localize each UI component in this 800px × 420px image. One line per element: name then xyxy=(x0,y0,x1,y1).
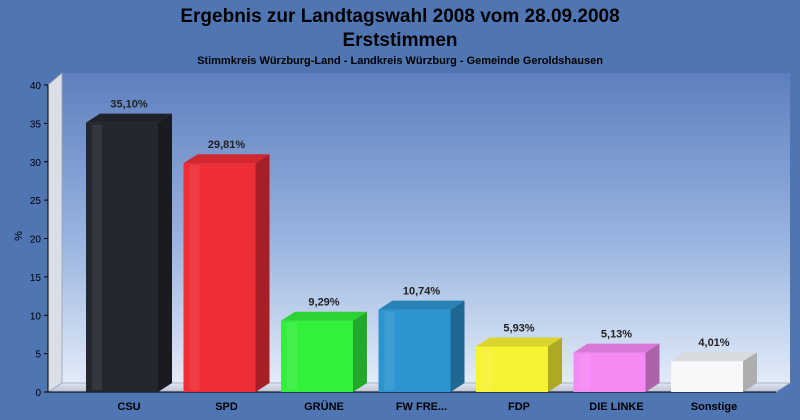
bar-side xyxy=(645,343,660,392)
y-tick-label: 5 xyxy=(35,350,41,361)
value-label: 35,10% xyxy=(110,99,148,111)
value-label: 10,74% xyxy=(403,286,441,298)
y-tick-label: 10 xyxy=(30,311,42,322)
bar-highlight xyxy=(677,363,687,390)
bar-highlight xyxy=(92,124,102,391)
bar-top xyxy=(183,154,270,164)
plot-left-wall xyxy=(47,72,63,393)
category-label: SPD xyxy=(215,401,238,413)
category-label: Sonstige xyxy=(691,401,737,413)
bar-highlight xyxy=(482,348,492,390)
category-label: FW FRE... xyxy=(396,401,447,413)
chart-subtitle: Stimmkreis Würzburg-Land - Landkreis Wür… xyxy=(197,55,603,67)
bar-side xyxy=(548,337,562,392)
y-tick-label: 35 xyxy=(30,119,42,130)
bar-side xyxy=(450,300,465,392)
bar-highlight xyxy=(579,354,590,390)
category-labels: CSU SPD GRÜNE FW FRE... FDP DIE LINKE Sonstige xyxy=(117,400,737,413)
bar-highlight xyxy=(189,165,200,390)
y-tick-label: 20 xyxy=(30,235,42,246)
value-label: 5,13% xyxy=(601,329,632,341)
chart-title-2: Erststimmen xyxy=(342,30,457,51)
value-label: 4,01% xyxy=(698,337,729,349)
bar-front xyxy=(671,361,743,392)
bar-side xyxy=(255,154,270,392)
bar-top xyxy=(573,343,660,353)
y-axis-label: % xyxy=(13,231,25,241)
chart-title: Ergebnis zur Landtagswahl 2008 vom 28.09… xyxy=(180,6,619,27)
y-tick-label: 15 xyxy=(30,273,42,284)
category-label: CSU xyxy=(117,401,140,413)
bars: 35,10% 29,81% 9,29% 10,74% 5,93% 5,13% 4,01% xyxy=(86,99,757,393)
y-axis-ticks: 0 5 10 15 20 25 30 35 40 xyxy=(30,81,48,399)
bar-side xyxy=(743,352,757,392)
bar-top xyxy=(671,352,757,362)
value-label: 5,93% xyxy=(503,322,534,334)
bar-5 xyxy=(573,343,660,392)
bar-highlight xyxy=(287,322,297,390)
bar-front xyxy=(378,309,451,392)
bar-top xyxy=(281,311,367,321)
bar-2 xyxy=(281,311,367,392)
bar-front xyxy=(183,163,256,392)
y-tick-label: 30 xyxy=(30,158,42,169)
value-label: 29,81% xyxy=(208,139,246,151)
bar-3 xyxy=(378,300,465,392)
bar-4 xyxy=(476,337,562,392)
bar-0 xyxy=(86,113,172,393)
bar-top xyxy=(378,300,465,310)
y-tick-label: 25 xyxy=(30,196,42,207)
bar-front xyxy=(281,320,353,392)
value-label: 9,29% xyxy=(308,297,339,309)
bar-1 xyxy=(183,154,270,392)
y-tick-label: 40 xyxy=(30,81,42,92)
bar-6 xyxy=(671,352,757,392)
category-label: FDP xyxy=(508,401,530,413)
bar-highlight xyxy=(384,311,395,390)
bar-top xyxy=(86,113,172,123)
bar-front xyxy=(573,352,646,392)
bar-side xyxy=(353,311,367,392)
bar-front xyxy=(86,122,158,393)
bar-top xyxy=(476,337,562,347)
bar-front xyxy=(476,346,548,392)
bar-side xyxy=(158,113,172,393)
category-label: DIE LINKE xyxy=(589,401,643,413)
y-tick-label: 0 xyxy=(35,388,41,399)
category-label: GRÜNE xyxy=(304,400,344,413)
